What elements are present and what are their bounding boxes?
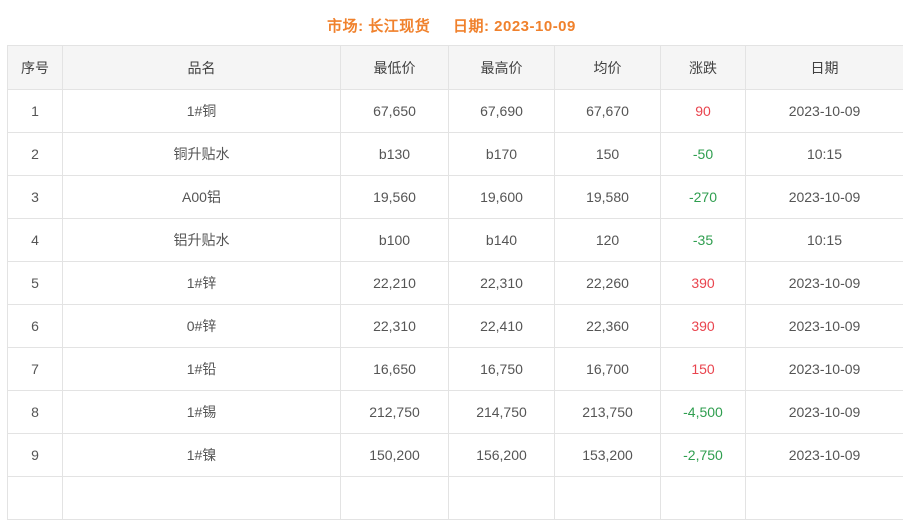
cell-low: 150,200 <box>341 434 449 477</box>
cell-name: 铝升贴水 <box>63 219 341 262</box>
cell-name: A00铝 <box>63 176 341 219</box>
cell-avg: 213,750 <box>555 391 661 434</box>
cell-avg: 67,670 <box>555 90 661 133</box>
cell-date: 2023-10-09 <box>746 262 903 305</box>
cell-high: 67,690 <box>449 90 555 133</box>
cell-name: 1#铜 <box>63 90 341 133</box>
cell-seq: 3 <box>8 176 63 219</box>
cell-date: 10:15 <box>746 133 903 176</box>
cell-seq: 2 <box>8 133 63 176</box>
cell-change: -2,750 <box>661 434 746 477</box>
cell-name: 1#铅 <box>63 348 341 391</box>
date-value: 2023-10-09 <box>494 18 576 35</box>
cell-change: -4,500 <box>661 391 746 434</box>
col-header-seq: 序号 <box>8 46 63 90</box>
market-value: 长江现货 <box>368 18 430 35</box>
cell-low: 67,650 <box>341 90 449 133</box>
col-header-avg: 均价 <box>555 46 661 90</box>
cell-high: 156,200 <box>449 434 555 477</box>
cell-name: 0#锌 <box>63 305 341 348</box>
cell-avg: 150 <box>555 133 661 176</box>
cell-seq: 7 <box>8 348 63 391</box>
cell-low: 212,750 <box>341 391 449 434</box>
cell-seq: 8 <box>8 391 63 434</box>
cell-high: b140 <box>449 219 555 262</box>
cell-avg: 120 <box>555 219 661 262</box>
cell-seq: 1 <box>8 90 63 133</box>
cell-name: 1#镍 <box>63 434 341 477</box>
page-title: 市场: 长江现货 日期: 2023-10-09 <box>0 0 903 45</box>
cell-high: 22,310 <box>449 262 555 305</box>
cell-date: 2023-10-09 <box>746 348 903 391</box>
cell-date: 2023-10-09 <box>746 176 903 219</box>
cell-low: b130 <box>341 133 449 176</box>
cell-low: 22,310 <box>341 305 449 348</box>
cell-date: 2023-10-09 <box>746 434 903 477</box>
date-label: 日期: <box>453 18 490 35</box>
cell-date: 2023-10-09 <box>746 305 903 348</box>
cell-avg: 16,700 <box>555 348 661 391</box>
cell-avg: 22,360 <box>555 305 661 348</box>
cell-date: 10:15 <box>746 219 903 262</box>
cell-avg: 22,260 <box>555 262 661 305</box>
cell-high: 16,750 <box>449 348 555 391</box>
cell-change: 390 <box>661 262 746 305</box>
cell-change: -270 <box>661 176 746 219</box>
col-header-high: 最高价 <box>449 46 555 90</box>
col-header-date: 日期 <box>746 46 903 90</box>
cell-change: 390 <box>661 305 746 348</box>
cell-low: 16,650 <box>341 348 449 391</box>
cell-low: 19,560 <box>341 176 449 219</box>
col-header-change: 涨跌 <box>661 46 746 90</box>
header-row: 序号 品名 最低价 最高价 均价 涨跌 日期 <box>8 46 903 90</box>
cell-high: 19,600 <box>449 176 555 219</box>
cell-change: 150 <box>661 348 746 391</box>
cell-seq: 9 <box>8 434 63 477</box>
cell-avg: 153,200 <box>555 434 661 477</box>
cell-high: 214,750 <box>449 391 555 434</box>
cell-avg: 19,580 <box>555 176 661 219</box>
cell-name: 1#锌 <box>63 262 341 305</box>
cell-high: 22,410 <box>449 305 555 348</box>
cell-change: -50 <box>661 133 746 176</box>
cell-seq: 4 <box>8 219 63 262</box>
cell-low: 22,210 <box>341 262 449 305</box>
col-header-name: 品名 <box>63 46 341 90</box>
cell-name: 1#锡 <box>63 391 341 434</box>
cell-high: b170 <box>449 133 555 176</box>
cell-change: -35 <box>661 219 746 262</box>
cell-date: 2023-10-09 <box>746 391 903 434</box>
cell-change: 90 <box>661 90 746 133</box>
cell-name: 铜升贴水 <box>63 133 341 176</box>
cell-seq: 5 <box>8 262 63 305</box>
cell-low: b100 <box>341 219 449 262</box>
cell-seq: 6 <box>8 305 63 348</box>
price-table-header: 序号 品名 最低价 最高价 均价 涨跌 日期 <box>8 46 903 90</box>
cell-date: 2023-10-09 <box>746 90 903 133</box>
col-header-low: 最低价 <box>341 46 449 90</box>
market-label: 市场: <box>327 18 364 35</box>
